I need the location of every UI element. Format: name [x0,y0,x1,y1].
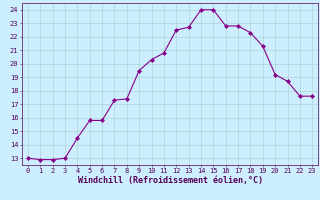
X-axis label: Windchill (Refroidissement éolien,°C): Windchill (Refroidissement éolien,°C) [77,176,263,185]
